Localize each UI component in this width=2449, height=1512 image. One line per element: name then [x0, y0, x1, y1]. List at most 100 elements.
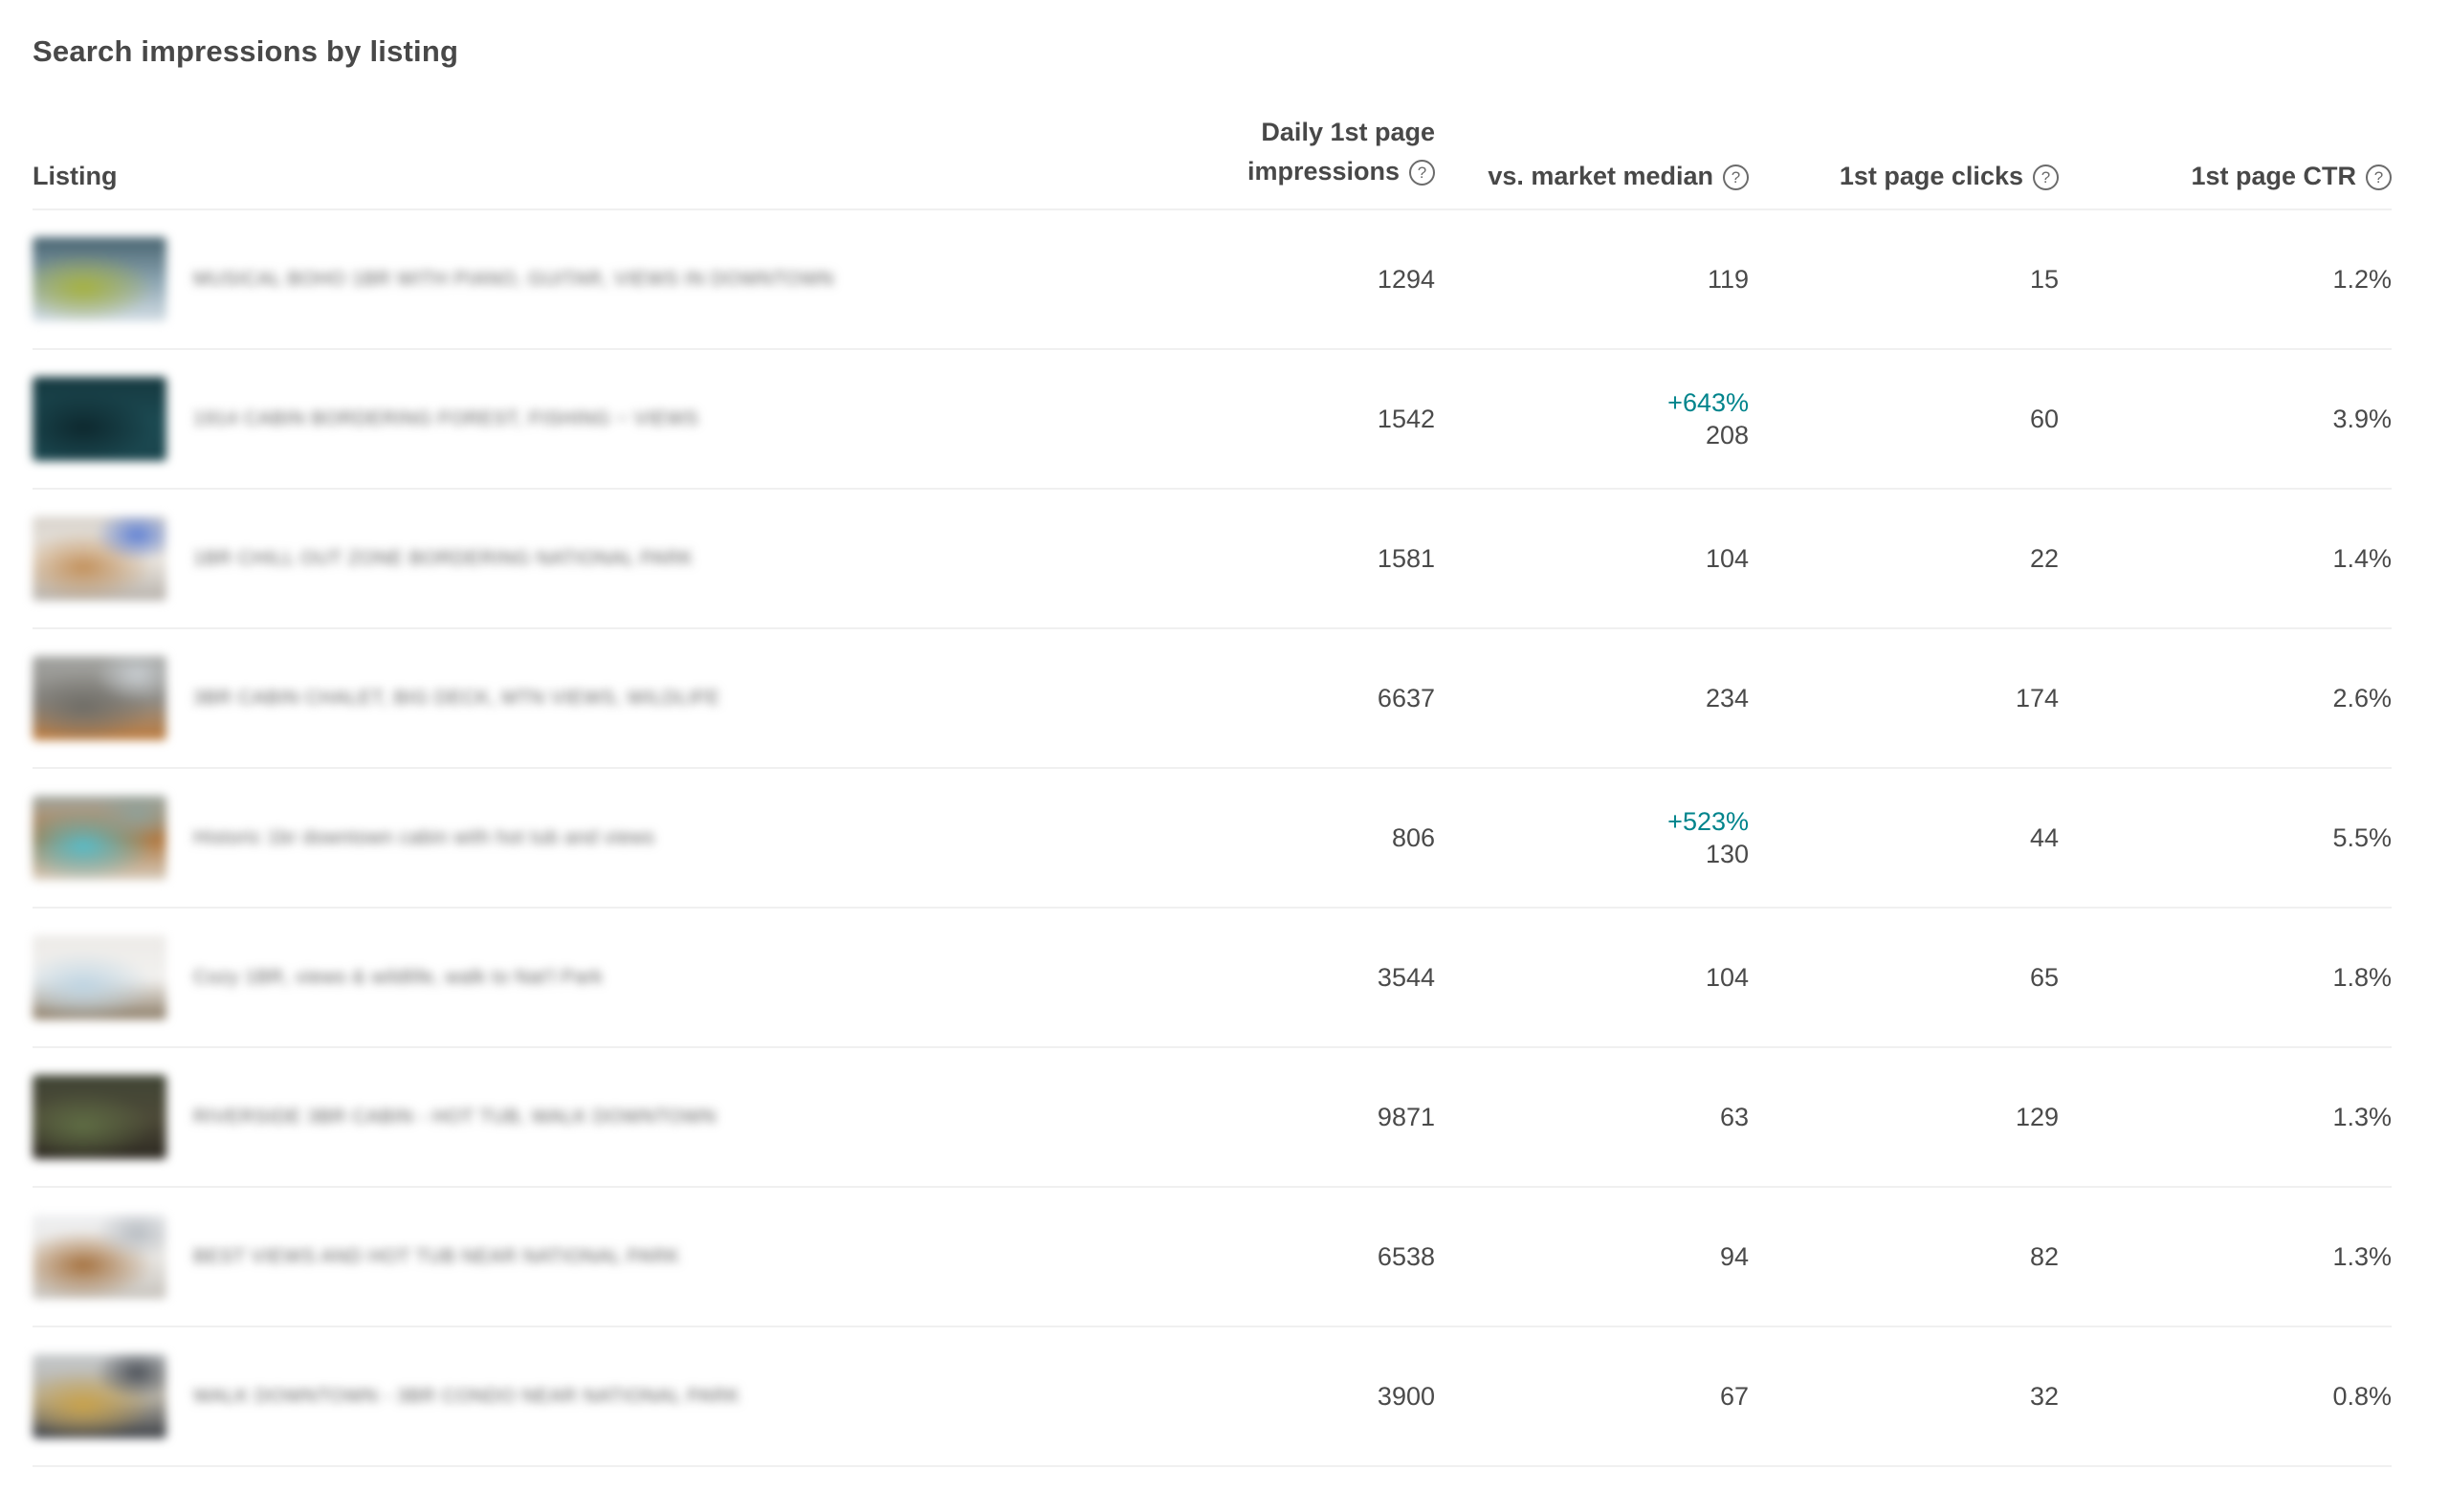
table-row[interactable]: 3BR CABIN CHALET, BIG DECK, MTN VIEWS, W… [33, 629, 2392, 769]
market-median-value: 67 [1719, 1382, 1749, 1411]
impressions-value: 1294 [1377, 264, 1435, 294]
listing-cell: Historic 1br downtown cabin with hot tub… [33, 796, 1186, 880]
market-median-value: 119 [1707, 265, 1749, 294]
page-ctr-header-label: 1st page CTR [2191, 162, 2356, 190]
listing-cell: MUSICAL BOHO 1BR WITH PIANO, GUITAR, VIE… [33, 237, 1186, 321]
market-median-cell: +643% 208 [1435, 386, 1749, 451]
listing-cell: Cozy 1BR, views & wildlife, walk to Nat'… [33, 935, 1186, 1019]
listing-title: Cozy 1BR, views & wildlife, walk to Nat'… [193, 966, 604, 988]
impressions-value: 9871 [1377, 1102, 1435, 1131]
market-median-cell: 63 [1435, 1101, 1749, 1133]
page-ctr-value: 1.2% [2332, 264, 2392, 294]
impressions-value: 806 [1391, 822, 1435, 852]
listing-title: BEST VIEWS AND HOT TUB NEAR NATIONAL PAR… [193, 1245, 680, 1267]
page-title: Search impressions by listing [33, 34, 459, 68]
market-median-cell: 234 [1435, 682, 1749, 714]
table-row[interactable]: MUSICAL BOHO 1BR WITH PIANO, GUITAR, VIE… [33, 210, 2392, 350]
page-ctr-value: 1.4% [2332, 543, 2392, 573]
column-header-page-clicks: 1st page clicks ? [1749, 162, 2059, 191]
listing-thumbnail-image[interactable] [33, 796, 166, 880]
listing-cell: BEST VIEWS AND HOT TUB NEAR NATIONAL PAR… [33, 1215, 1186, 1299]
market-median-header-label: vs. market median [1488, 162, 1713, 190]
page-clicks-value: 32 [2029, 1381, 2059, 1411]
page-ctr-value: 1.3% [2332, 1102, 2392, 1131]
impressions-value: 1581 [1377, 543, 1435, 573]
market-median-cell: 104 [1435, 961, 1749, 994]
listing-title: WALK DOWNTOWN - 3BR CONDO NEAR NATIONAL … [193, 1385, 740, 1407]
table-row[interactable]: RIVERSIDE 3BR CABIN - HOT TUB, WALK DOWN… [33, 1048, 2392, 1188]
market-median-value: 104 [1705, 963, 1749, 992]
market-median-cell: 104 [1435, 542, 1749, 575]
listing-cell: RIVERSIDE 3BR CABIN - HOT TUB, WALK DOWN… [33, 1075, 1186, 1159]
market-median-cell: 67 [1435, 1380, 1749, 1413]
page-clicks-value: 82 [2029, 1241, 2059, 1271]
table-header: Listing Daily 1st page impressions ? vs.… [33, 113, 2392, 210]
help-icon[interactable]: ? [1409, 160, 1435, 186]
page-ctr-value: 2.6% [2332, 683, 2392, 712]
page-clicks-value: 60 [2029, 404, 2059, 433]
listing-thumbnail-image[interactable] [33, 935, 166, 1019]
table-row[interactable]: Cozy 1BR, views & wildlife, walk to Nat'… [33, 909, 2392, 1048]
market-median-cell: +523% 130 [1435, 805, 1749, 870]
page-clicks-value: 129 [2015, 1102, 2059, 1131]
market-median-value: 94 [1719, 1242, 1749, 1271]
market-median-delta-value: +523% [1667, 807, 1749, 836]
listing-title: 3BR CABIN CHALET, BIG DECK, MTN VIEWS, W… [193, 687, 720, 709]
table-row[interactable]: WALK DOWNTOWN - 3BR CONDO NEAR NATIONAL … [33, 1327, 2392, 1467]
column-header-page-ctr: 1st page CTR ? [2059, 162, 2392, 191]
listing-cell: 3BR CABIN CHALET, BIG DECK, MTN VIEWS, W… [33, 656, 1186, 740]
listing-title: Historic 1br downtown cabin with hot tub… [193, 826, 655, 848]
listing-thumbnail-image[interactable] [33, 377, 166, 461]
listing-cell: 1914 CABIN BORDERING FOREST, FISHING ~ V… [33, 377, 1186, 461]
column-header-impressions: Daily 1st page impressions ? [1186, 113, 1435, 191]
market-median-value: 104 [1705, 544, 1749, 573]
help-icon[interactable]: ? [1723, 164, 1749, 190]
listing-thumbnail-image[interactable] [33, 237, 166, 321]
table-row[interactable]: 1BR CHILL OUT ZONE BORDERING NATIONAL PA… [33, 490, 2392, 629]
listing-cell: WALK DOWNTOWN - 3BR CONDO NEAR NATIONAL … [33, 1354, 1186, 1438]
listing-thumbnail-image[interactable] [33, 656, 166, 740]
listing-thumbnail-image[interactable] [33, 1215, 166, 1299]
page-ctr-value: 0.8% [2332, 1381, 2392, 1411]
table-row[interactable]: BEST VIEWS AND HOT TUB NEAR NATIONAL PAR… [33, 1188, 2392, 1327]
market-median-delta-value: +643% [1667, 388, 1749, 417]
page-ctr-value: 5.5% [2332, 822, 2392, 852]
market-median-value: 63 [1719, 1103, 1749, 1131]
impressions-value: 6637 [1377, 683, 1435, 712]
listing-title: 1BR CHILL OUT ZONE BORDERING NATIONAL PA… [193, 547, 694, 569]
listing-thumbnail-image[interactable] [33, 1075, 166, 1159]
market-median-cell: 119 [1435, 263, 1749, 296]
table-row[interactable]: 1914 CABIN BORDERING FOREST, FISHING ~ V… [33, 350, 2392, 490]
page-clicks-value: 44 [2029, 822, 2059, 852]
help-icon[interactable]: ? [2366, 164, 2392, 190]
listing-thumbnail-image[interactable] [33, 1354, 166, 1438]
listing-title: MUSICAL BOHO 1BR WITH PIANO, GUITAR, VIE… [193, 268, 834, 290]
page-ctr-value: 1.3% [2332, 1241, 2392, 1271]
listing-thumbnail-image[interactable] [33, 516, 166, 601]
page-clicks-value: 174 [2015, 683, 2059, 712]
impressions-value: 3900 [1377, 1381, 1435, 1411]
impressions-value: 1542 [1377, 404, 1435, 433]
page-clicks-header-label: 1st page clicks [1839, 162, 2023, 190]
impressions-header-line1: Daily 1st page [1261, 118, 1435, 146]
page-clicks-value: 65 [2029, 962, 2059, 992]
listing-title: RIVERSIDE 3BR CABIN - HOT TUB, WALK DOWN… [193, 1106, 717, 1128]
help-icon[interactable]: ? [2033, 164, 2059, 190]
search-impressions-panel: Search impressions by listing Listing Da… [33, 34, 2392, 1467]
market-median-value: 208 [1705, 421, 1749, 449]
listing-title: 1914 CABIN BORDERING FOREST, FISHING ~ V… [193, 407, 699, 429]
column-header-market-median: vs. market median ? [1435, 162, 1749, 191]
listing-table-body: MUSICAL BOHO 1BR WITH PIANO, GUITAR, VIE… [33, 210, 2392, 1467]
column-header-listing-label: Listing [33, 162, 118, 190]
table-row[interactable]: Historic 1br downtown cabin with hot tub… [33, 769, 2392, 909]
page-clicks-value: 15 [2029, 264, 2059, 294]
listing-cell: 1BR CHILL OUT ZONE BORDERING NATIONAL PA… [33, 516, 1186, 601]
impressions-header-line2: impressions [1247, 157, 1400, 186]
market-median-cell: 94 [1435, 1240, 1749, 1273]
column-header-listing: Listing [33, 162, 1186, 191]
market-median-value: 130 [1705, 840, 1749, 868]
impressions-value: 6538 [1377, 1241, 1435, 1271]
impressions-value: 3544 [1377, 962, 1435, 992]
page-ctr-value: 1.8% [2332, 962, 2392, 992]
market-median-value: 234 [1705, 684, 1749, 712]
